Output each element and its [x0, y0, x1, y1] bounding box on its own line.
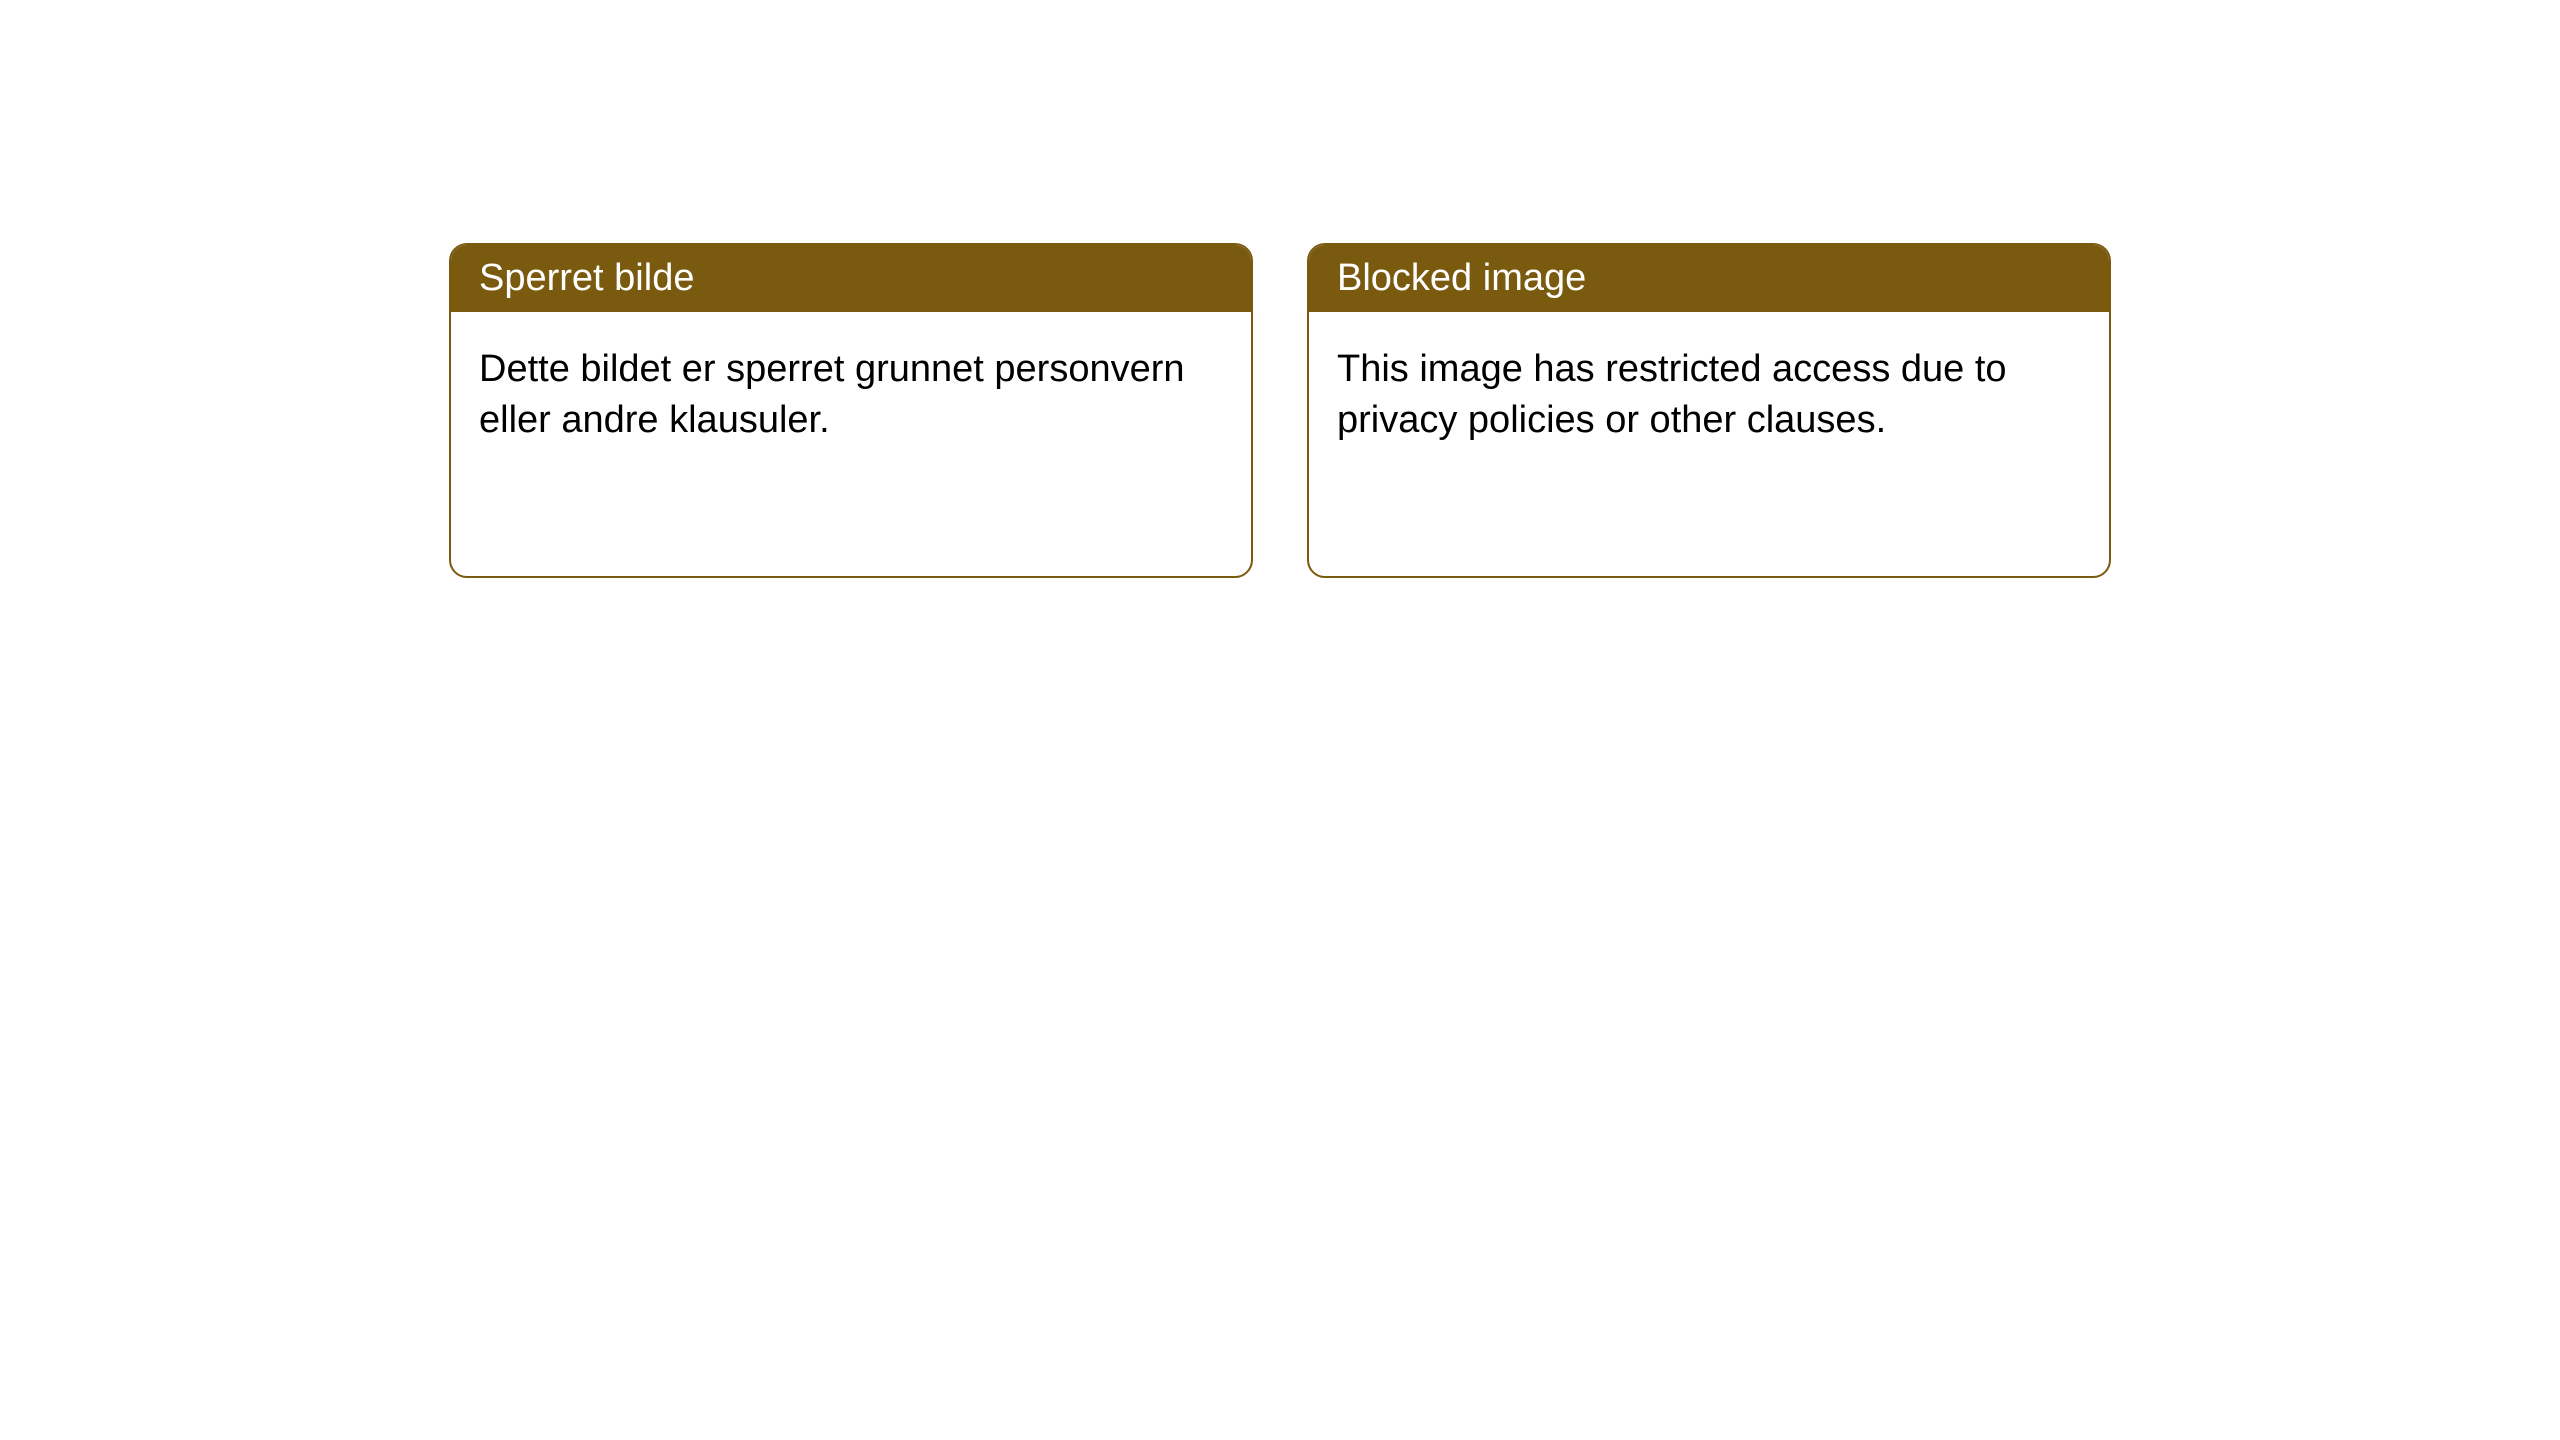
notice-header: Sperret bilde — [451, 245, 1251, 312]
notice-header: Blocked image — [1309, 245, 2109, 312]
notice-body-text: This image has restricted access due to … — [1337, 348, 2007, 441]
notice-container: Sperret bilde Dette bildet er sperret gr… — [0, 0, 2560, 578]
notice-box-norwegian: Sperret bilde Dette bildet er sperret gr… — [449, 243, 1253, 578]
notice-title: Sperret bilde — [479, 257, 694, 299]
notice-body: Dette bildet er sperret grunnet personve… — [451, 312, 1251, 479]
notice-title: Blocked image — [1337, 257, 1586, 299]
notice-box-english: Blocked image This image has restricted … — [1307, 243, 2111, 578]
notice-body: This image has restricted access due to … — [1309, 312, 2109, 479]
notice-body-text: Dette bildet er sperret grunnet personve… — [479, 348, 1185, 441]
